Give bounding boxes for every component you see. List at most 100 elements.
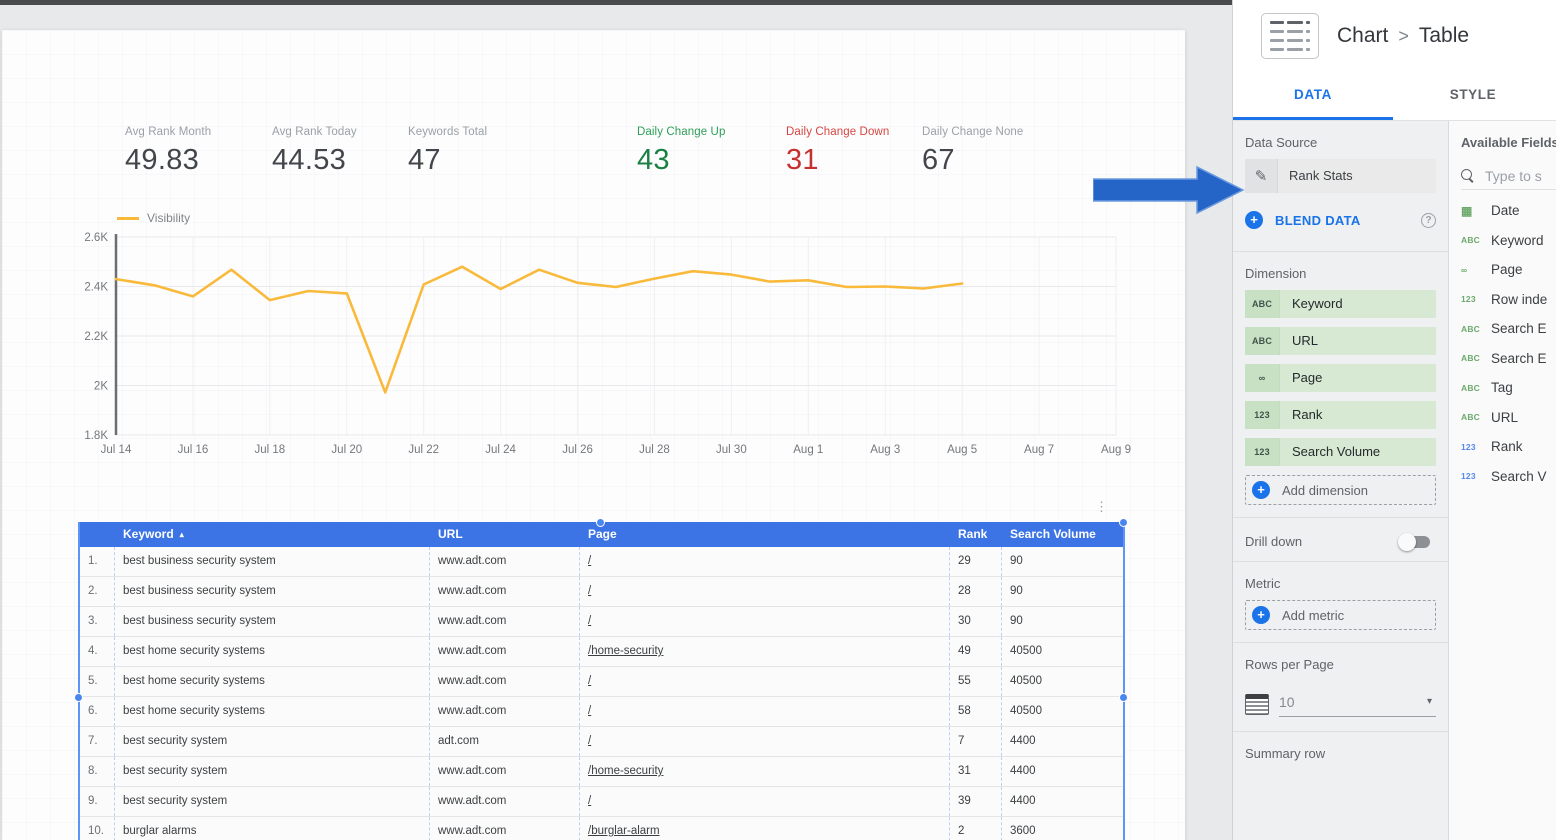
text-type-icon: ABC <box>1461 353 1481 364</box>
field-label: Date <box>1491 203 1520 219</box>
dimension-chip-rank[interactable]: 123 Rank <box>1245 401 1436 429</box>
blend-data-button[interactable]: + BLEND DATA ? <box>1245 201 1436 239</box>
cell-rank: 7 <box>950 727 1002 756</box>
table-header-rank[interactable]: Rank <box>958 527 988 541</box>
field-item-search-v[interactable]: 123 Search V <box>1461 462 1556 492</box>
available-fields-title: Available Fields <box>1461 135 1556 150</box>
field-search-input[interactable] <box>1485 167 1556 184</box>
page-link[interactable]: /burglar-alarm <box>588 825 660 837</box>
tab-data[interactable]: DATA <box>1233 72 1393 120</box>
svg-text:Jul 28: Jul 28 <box>639 444 670 456</box>
page-link[interactable]: / <box>588 795 592 807</box>
field-item-row-inde[interactable]: 123 Row inde <box>1461 285 1556 315</box>
cell-url: www.adt.com <box>430 697 580 726</box>
table-body: 1. best business security system www.adt.c… <box>80 547 1123 840</box>
add-dimension-button[interactable]: + Add dimension <box>1245 475 1436 505</box>
number-type-icon: 123 <box>1461 294 1476 305</box>
field-label: Search E <box>1491 321 1547 337</box>
cell-index: 5. <box>80 667 115 696</box>
data-source-field[interactable]: ✎ Rank Stats <box>1245 159 1436 193</box>
table-row: 1. best business security system www.adt.c… <box>80 547 1123 577</box>
legend-label: Visibility <box>147 211 191 225</box>
tab-style[interactable]: STYLE <box>1449 87 1497 102</box>
cell-index: 3. <box>80 607 115 636</box>
page-link[interactable]: / <box>588 705 592 717</box>
callout-arrow <box>1093 165 1245 215</box>
field-item-url[interactable]: ABC URL <box>1461 403 1556 433</box>
selection-handle-mid-left[interactable] <box>74 693 83 702</box>
svg-text:Aug 1: Aug 1 <box>793 444 823 456</box>
scorecard-value: 43 <box>637 144 670 176</box>
table-header-keyword[interactable]: Keyword ▴ <box>123 527 184 541</box>
rows-per-page-select[interactable]: 10 ▾ <box>1279 687 1436 717</box>
scorecard-daily-change-none[interactable]: Daily Change None 67 <box>922 126 1023 177</box>
page-link[interactable]: /home-security <box>588 645 664 657</box>
field-search-box[interactable] <box>1461 162 1556 190</box>
dimension-chip-keyword[interactable]: ABC Keyword <box>1245 290 1436 318</box>
table-header-search-volume[interactable]: Search Volume <box>1010 527 1096 541</box>
cell-index: 4. <box>80 637 115 666</box>
table-row: 2. best business security system www.adt.c… <box>80 577 1123 607</box>
table-row: 5. best home security systems www.adt.com /… <box>80 667 1123 697</box>
field-item-page[interactable]: ∞ Page <box>1461 255 1556 285</box>
page-link[interactable]: /home-security <box>588 765 664 777</box>
text-type-icon: ABC <box>1245 327 1279 355</box>
panel-tabs: DATA STYLE <box>1233 72 1556 121</box>
breadcrumb-table[interactable]: Table <box>1418 24 1470 47</box>
toggle-knob <box>1398 532 1416 551</box>
cell-keyword: best home security systems <box>115 637 430 666</box>
scorecard-keywords-total[interactable]: Keywords Total 47 <box>408 126 487 177</box>
field-item-date[interactable]: ▦ Date <box>1461 196 1556 226</box>
cell-search-volume: 90 <box>1010 615 1023 627</box>
dimension-chip-page[interactable]: ∞ Page <box>1245 364 1436 392</box>
text-type-icon: ABC <box>1461 382 1481 393</box>
visibility-line-chart[interactable]: 2.6K 2.4K 2.2K 2K 1.8K Jul 14 Jul 16 Jul 18 Jul … <box>58 205 1148 470</box>
scorecard-avg-rank-today[interactable]: Avg Rank Today 44.53 <box>272 126 357 177</box>
help-icon[interactable]: ? <box>1421 212 1436 228</box>
page-link[interactable]: / <box>588 555 592 567</box>
cell-search-volume: 3600 <box>1010 825 1036 837</box>
scorecard-value: 31 <box>786 144 819 176</box>
keyword-rank-table[interactable]: Keyword ▴ URL Page Rank Search Volume 1. b… <box>78 522 1125 840</box>
add-metric-button[interactable]: + Add metric <box>1245 600 1436 630</box>
drill-down-toggle[interactable] <box>1398 532 1430 551</box>
table-row: 7. best security system adt.com / 7 4400 <box>80 727 1123 757</box>
table-options-menu-icon[interactable]: ⋮ <box>1095 499 1108 514</box>
link-type-icon: ∞ <box>1245 364 1279 392</box>
cell-index: 7. <box>80 727 115 756</box>
selection-handle-mid-right[interactable] <box>1119 693 1128 702</box>
scorecard-label: Daily Change None <box>922 126 1024 138</box>
scorecard-value: 44.53 <box>272 144 347 176</box>
page-link[interactable]: / <box>588 675 592 687</box>
page-link[interactable]: / <box>588 615 592 627</box>
rows-per-page-label: Rows per Page <box>1245 657 1334 672</box>
field-item-search-e[interactable]: ABC Search E <box>1461 314 1556 344</box>
cell-index: 6. <box>80 697 115 726</box>
svg-text:1.8K: 1.8K <box>84 430 108 442</box>
section-divider <box>1233 251 1448 252</box>
field-item-rank[interactable]: 123 Rank <box>1461 432 1556 462</box>
selection-handle-top-right[interactable] <box>1119 518 1128 527</box>
scorecard-avg-rank-month[interactable]: Avg Rank Month 49.83 <box>125 126 211 177</box>
scorecard-daily-change-down[interactable]: Daily Change Down 31 <box>786 126 889 177</box>
page-link[interactable]: / <box>588 735 592 747</box>
report-canvas[interactable]: Avg Rank Month 49.83 Avg Rank Today 44.53 Ke… <box>2 30 1185 840</box>
dimension-chip-search-volume[interactable]: 123 Search Volume <box>1245 438 1436 466</box>
metric-label: Metric <box>1245 576 1281 591</box>
number-type-icon: 123 <box>1461 471 1476 482</box>
dimension-chip-url[interactable]: ABC URL <box>1245 327 1436 355</box>
field-item-tag[interactable]: ABC Tag <box>1461 373 1556 403</box>
scorecard-daily-change-up[interactable]: Daily Change Up 43 <box>637 126 725 177</box>
field-item-search-e[interactable]: ABC Search E <box>1461 344 1556 374</box>
breadcrumb-separator: > <box>1398 25 1409 46</box>
edit-data-source-button[interactable]: ✎ <box>1245 159 1277 193</box>
scorecard-label: Daily Change Down <box>786 126 890 138</box>
field-item-keyword[interactable]: ABC Keyword <box>1461 226 1556 256</box>
table-header-url[interactable]: URL <box>438 527 463 541</box>
table-header-page[interactable]: Page <box>588 527 617 541</box>
breadcrumb-chart[interactable]: Chart <box>1337 24 1389 47</box>
page-link[interactable]: / <box>588 585 592 597</box>
selection-handle-top-center[interactable] <box>596 518 605 527</box>
cell-search-volume: 90 <box>1010 585 1023 597</box>
scorecard-label: Avg Rank Today <box>272 126 357 138</box>
